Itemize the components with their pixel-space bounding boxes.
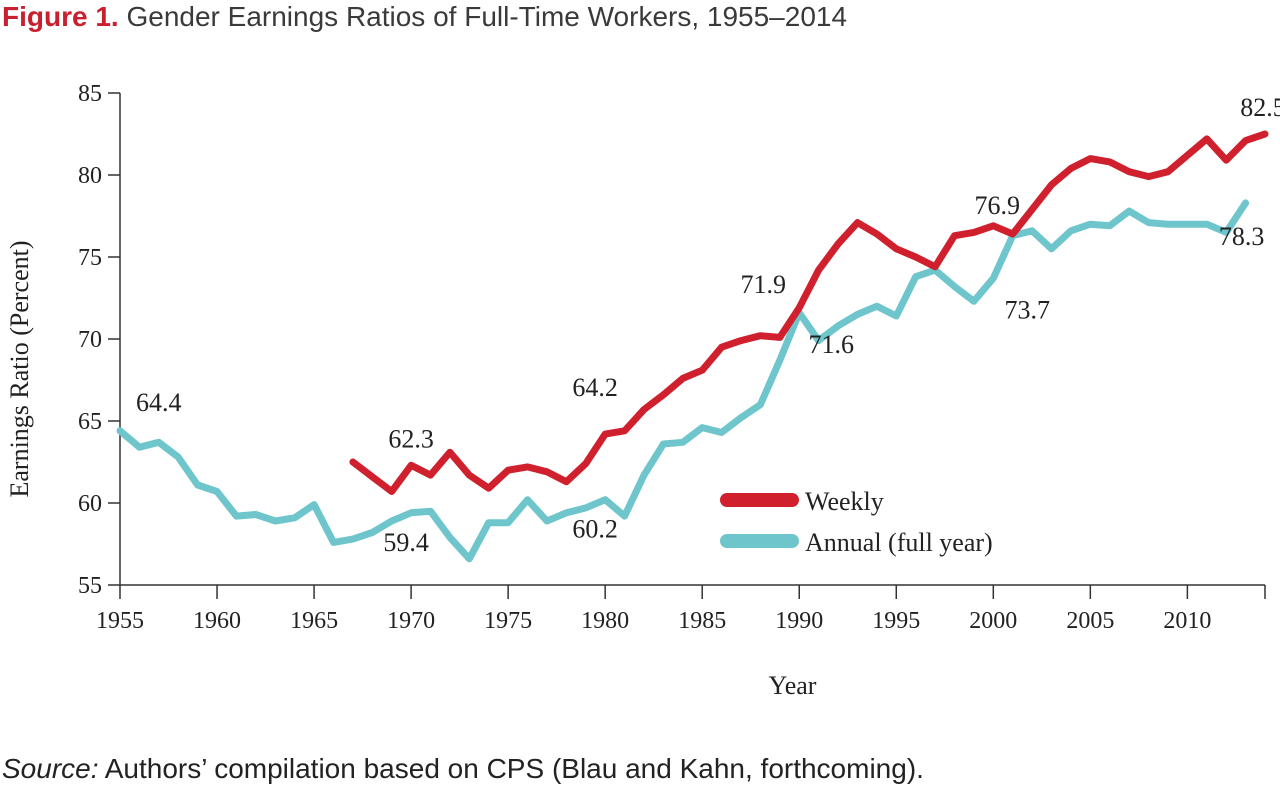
data-label: 60.2 [572,515,618,544]
chart-area: 55 60 65 70 75 80 85 1955 1960 1965 1970 1975 1980 19… [5,81,1280,700]
legend-label-weekly: Weekly [805,487,884,516]
data-label: 78.3 [1219,222,1265,251]
y-tick-label: 65 [78,409,102,435]
data-labels: 64.4 62.3 59.4 64.2 60.2 71.9 71.6 76.9 73.7 82.5… [136,93,1280,557]
legend: Weekly Annual (full year) [720,487,993,557]
figure-number: Figure 1. [2,1,119,32]
data-label: 76.9 [975,191,1021,220]
data-label: 73.7 [1005,295,1051,324]
series-lines [116,130,1269,563]
legend-label-annual: Annual (full year) [805,528,993,557]
figure-title: Figure 1. Gender Earnings Ratios of Full… [2,0,847,34]
axes: 55 60 65 70 75 80 85 1955 1960 1965 1970 1975 1980 19… [5,81,1266,700]
x-tick-label: 1975 [484,608,532,634]
x-axis-title: Year [769,671,817,700]
y-axis-title: Earnings Ratio (Percent) [5,240,34,497]
data-label: 82.5 [1240,93,1280,122]
line-chart: 55 60 65 70 75 80 85 1955 1960 1965 1970 1975 1980 19… [5,81,1280,700]
series-line-weekly [349,130,1269,495]
source-label: Source: [2,753,99,784]
y-tick-label: 60 [78,491,102,517]
x-tick-label: 1970 [387,608,435,634]
x-tick-label: 1995 [872,608,920,634]
figure-title-text: Gender Earnings Ratios of Full-Time Work… [126,1,848,32]
data-label: 64.2 [572,373,618,402]
x-tick-label: 1965 [290,608,338,634]
data-label: 71.9 [740,270,786,299]
source-text: Authors’ compilation based on CPS (Blau … [104,753,924,784]
y-tick-label: 80 [78,163,102,189]
x-tick-label: 1955 [96,608,144,634]
x-tick-label: 2005 [1066,608,1114,634]
x-tick-label: 1985 [678,608,726,634]
x-tick-label: 2010 [1163,608,1211,634]
data-label: 59.4 [383,528,429,557]
x-tick-label: 1990 [775,608,823,634]
x-tick-label: 1980 [581,608,629,634]
data-label: 71.6 [808,330,854,359]
y-tick-label: 75 [78,245,102,271]
y-tick-label: 85 [78,81,102,107]
series-line-annual [116,199,1250,563]
y-tick-label: 70 [78,327,102,353]
source-note: Source: Authors’ compilation based on CP… [2,752,924,786]
data-label: 64.4 [136,388,182,417]
y-tick-label: 55 [78,573,102,599]
x-tick-label: 1960 [193,608,241,634]
x-tick-label: 2000 [969,608,1017,634]
data-label: 62.3 [388,424,434,453]
